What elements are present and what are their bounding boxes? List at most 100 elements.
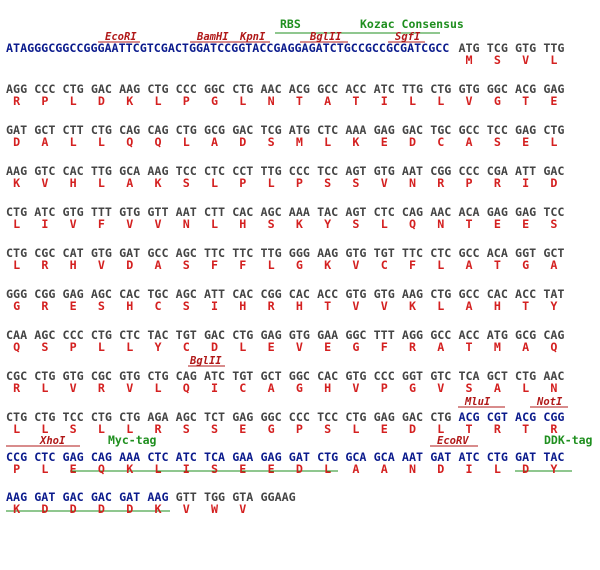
codon: GGT [402, 369, 423, 383]
amino-acid: L [41, 381, 48, 395]
amino-acid: N [409, 462, 416, 476]
amino-acid: P [466, 176, 473, 190]
codon: GCC [458, 246, 479, 260]
codon: CTG [34, 369, 55, 383]
codon: GAG [63, 450, 84, 464]
amino-acid: Q [13, 340, 20, 354]
codon: AGC [34, 328, 55, 342]
amino-acid: A [522, 340, 529, 354]
codon: AAG [317, 246, 338, 260]
codon: CTG [232, 328, 253, 342]
site-lines [6, 41, 568, 447]
amino-acid: Q [154, 135, 161, 149]
amino-acid: C [437, 135, 444, 149]
codon: TTG [543, 41, 564, 55]
codon: CTT [204, 205, 225, 219]
amino-acid: K [13, 502, 20, 516]
codon: GTG [374, 287, 395, 301]
codon: CTG [119, 410, 140, 424]
amino-acid: L [494, 462, 501, 476]
codon: CTC [34, 450, 55, 464]
amino-acid: G [409, 381, 416, 395]
codon: CGA [487, 164, 508, 178]
amino-acid: R [550, 422, 558, 436]
codon: CAC [63, 164, 84, 178]
codon: GTG [458, 82, 479, 96]
codon: GAG [374, 410, 395, 424]
codon: CAC [289, 287, 310, 301]
codon: ATC [34, 205, 55, 219]
amino-acid: C [183, 340, 190, 354]
codon: ACG [515, 410, 536, 424]
amino-acid: A [211, 135, 218, 149]
amino-acid: A [466, 299, 473, 313]
amino-acid: S [494, 135, 501, 149]
amino-acid: T [324, 299, 331, 313]
codon: CTG [91, 410, 112, 424]
codon: CTG [430, 410, 451, 424]
amino-acid: P [183, 94, 190, 108]
amino-acid: L [437, 299, 444, 313]
amino-acid: H [239, 299, 246, 313]
codon: CGC [91, 369, 112, 383]
amino-acid: D [13, 135, 20, 149]
codon: AAT [176, 205, 197, 219]
amino-acid: L [409, 94, 416, 108]
amino-acid: S [98, 299, 105, 313]
codon: CCC [458, 164, 479, 178]
codon: TGT [176, 328, 197, 342]
amino-acid: S [352, 176, 359, 190]
codon: CGG [34, 287, 55, 301]
amino-acid: D [409, 135, 416, 149]
amino-acid: R [13, 381, 21, 395]
codon: CTC [430, 246, 451, 260]
amino-acid: Q [98, 462, 105, 476]
amino-acid: T [522, 94, 529, 108]
codon: CGG [543, 410, 564, 424]
amino-acid: V [154, 217, 161, 231]
codon: GTG [119, 369, 140, 383]
amino-acid: S [494, 53, 501, 67]
amino-acid: L [437, 94, 444, 108]
amino-acid: D [437, 462, 444, 476]
amino-acid: L [239, 94, 246, 108]
amino-acid: D [98, 502, 105, 516]
codon: TGC [147, 287, 168, 301]
amino-acid: G [13, 299, 20, 313]
amino-acid: L [324, 135, 331, 149]
codon: GTG [289, 328, 310, 342]
codon: GTG [345, 246, 366, 260]
amino-acid: G [296, 381, 303, 395]
codon: ATC [374, 82, 395, 96]
codon: GAT [6, 123, 27, 137]
site-label: BamHI [196, 31, 229, 43]
amino-acid: L [41, 462, 48, 476]
amino-acid: D [126, 258, 133, 272]
amino-acid: L [211, 176, 218, 190]
tag-label: Myc-tag [108, 433, 157, 447]
amino-acid: I [381, 94, 388, 108]
amino-acid: E [381, 135, 388, 149]
amino-acid: D [41, 502, 48, 516]
amino-acid: T [466, 340, 473, 354]
codon: GCC [458, 287, 479, 301]
amino-acid: L [98, 176, 105, 190]
amino-acid: Q [183, 381, 190, 395]
codon: ACG [515, 82, 536, 96]
amino-acid: L [154, 462, 161, 476]
amino-acid: P [70, 340, 77, 354]
amino-acid: R [13, 94, 21, 108]
codon: TCT [204, 410, 225, 424]
amino-acid: D [126, 502, 133, 516]
amino-acid: S [466, 381, 473, 395]
amino-acid: V [41, 176, 48, 190]
amino-acid: L [437, 422, 444, 436]
codon: TCC [176, 164, 197, 178]
amino-acid: A [154, 258, 161, 272]
codon: GTT [147, 205, 168, 219]
codon: AGC [176, 246, 197, 260]
tag-label: RBS [280, 17, 301, 31]
amino-acid: L [550, 135, 557, 149]
amino-acid: C [239, 381, 246, 395]
codon: GGC [261, 410, 282, 424]
